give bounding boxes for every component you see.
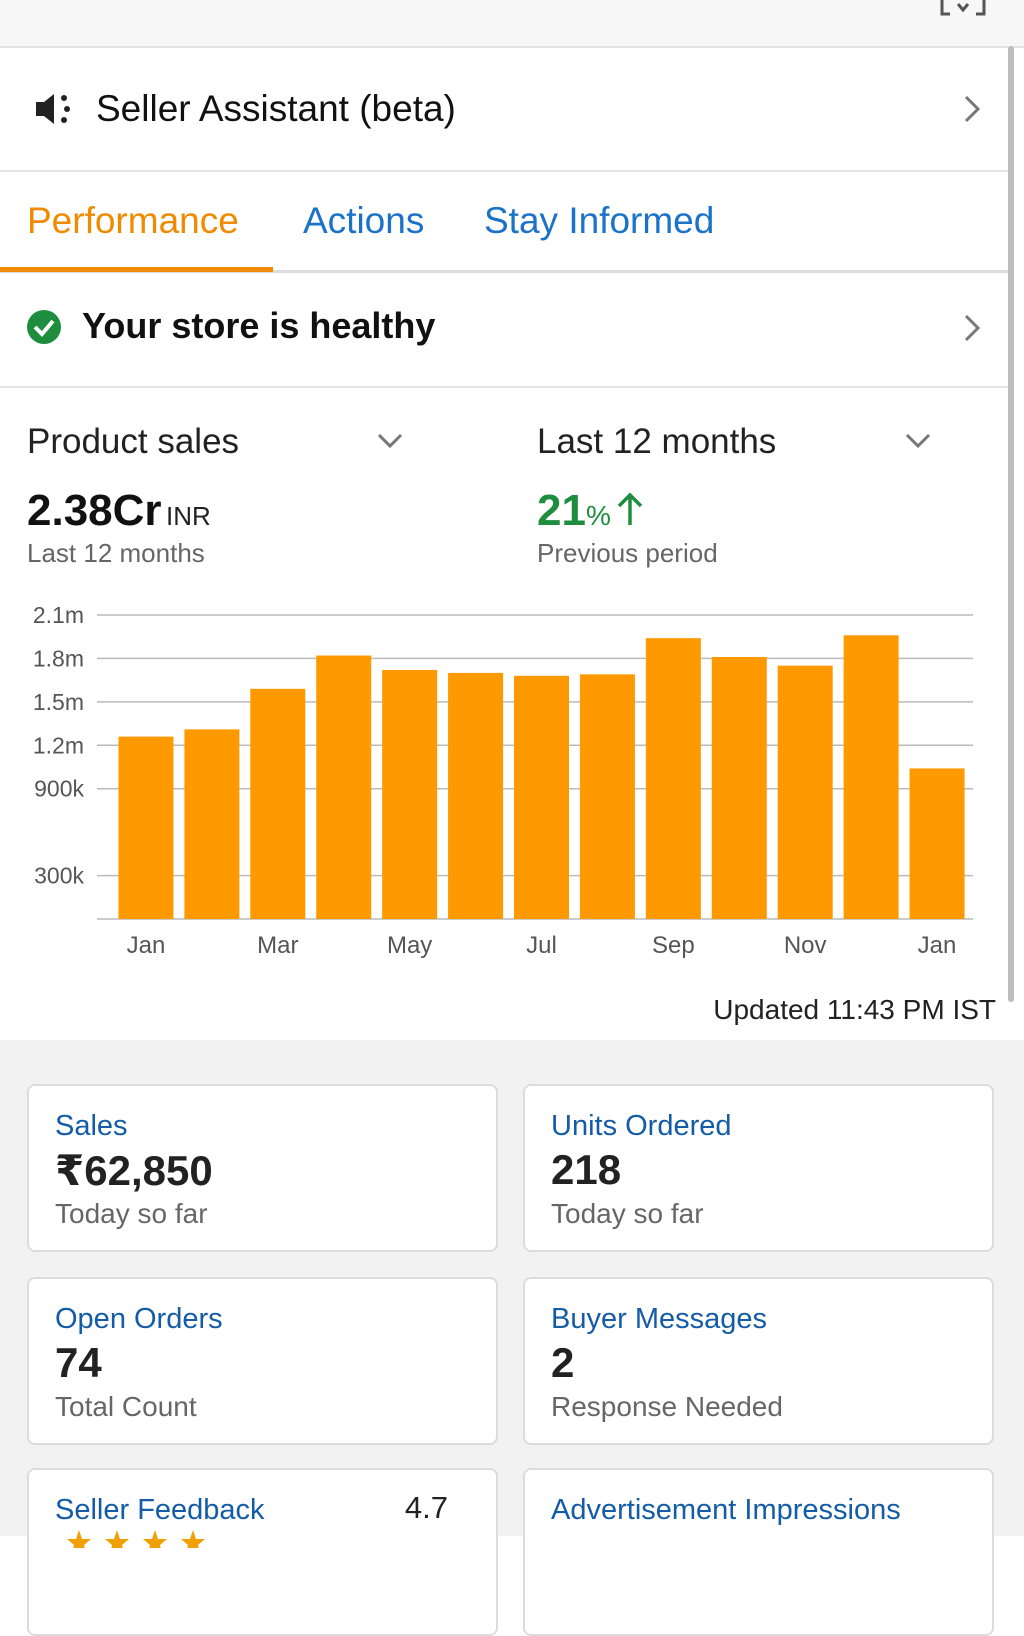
bar <box>184 729 240 919</box>
y-tick-label: 1.8m <box>33 645 84 671</box>
card-caption: Today so far <box>551 1198 704 1229</box>
tab[interactable]: Actions <box>303 200 425 241</box>
metric-card[interactable]: Seller Feedback 4.7 <box>27 1468 498 1636</box>
y-tick-label: 1.5m <box>33 689 84 715</box>
check-icon <box>27 310 61 344</box>
change-caption: Previous period <box>537 538 718 568</box>
tab-rule <box>0 270 1010 273</box>
card-title: Units Ordered <box>551 1110 732 1142</box>
change-value: 21 <box>537 486 586 535</box>
change-row: 21% <box>537 486 645 536</box>
metric-card[interactable]: Open Orders 74 Total Count <box>27 1277 498 1445</box>
metric-card[interactable]: Sales ₹62,850 Today so far <box>27 1084 498 1252</box>
card-title: Open Orders <box>55 1303 223 1335</box>
summary-unit: INR <box>166 501 211 531</box>
bar <box>250 688 306 919</box>
star <box>105 1530 129 1548</box>
active-tab-indicator <box>0 267 273 272</box>
tab[interactable]: Performance <box>27 200 239 241</box>
summary-value-row: 2.38Cr INR <box>27 486 211 536</box>
bar <box>579 674 635 919</box>
metric-card[interactable]: Advertisement Impressions <box>523 1468 994 1636</box>
star <box>181 1530 205 1548</box>
x-tick-label: Jul <box>526 932 557 959</box>
card-caption: Today so far <box>55 1198 208 1229</box>
period-selector[interactable]: Last 12 months <box>537 422 777 461</box>
metric-card[interactable]: Buyer Messages 2 Response Needed <box>523 1277 994 1445</box>
up-arrow <box>618 492 643 525</box>
bar <box>118 736 174 919</box>
divider <box>0 170 1010 172</box>
x-tick-label: May <box>387 932 432 959</box>
star <box>67 1530 91 1548</box>
bar <box>777 665 833 919</box>
card-rating: 4.7 <box>404 1490 448 1525</box>
y-tick-label: 1.2m <box>33 732 84 758</box>
top-bar <box>0 0 1024 48</box>
x-tick-label: Jan <box>127 932 166 959</box>
card-title: Advertisement Impressions <box>551 1494 901 1526</box>
speaker-icon <box>36 94 70 124</box>
star <box>143 1530 167 1548</box>
scrollbar[interactable] <box>1008 46 1014 1002</box>
bar <box>909 768 965 919</box>
chevron <box>964 314 981 342</box>
card-value: ₹62,850 <box>55 1147 213 1194</box>
divider <box>0 386 1010 388</box>
bar <box>382 670 438 919</box>
y-tick-label: 300k <box>34 863 84 889</box>
y-tick-label: 2.1m <box>33 602 84 628</box>
x-tick-label: Mar <box>257 932 298 959</box>
card-title: Buyer Messages <box>551 1303 767 1335</box>
dropdown-icon[interactable] <box>904 432 932 450</box>
x-tick-label: Jan <box>918 932 957 959</box>
expand-icon[interactable] <box>938 0 988 18</box>
status-text: Your store is healthy <box>82 305 436 346</box>
status-row[interactable]: Your store is healthy <box>0 273 1010 387</box>
card-value: 74 <box>55 1339 102 1386</box>
assistant-title: Seller Assistant (beta) <box>96 88 456 129</box>
cards-area: Sales ₹62,850 Today so far Units Ordered 218… <box>0 1040 1024 1636</box>
summary-caption: Last 12 months <box>27 538 205 568</box>
card-value: 218 <box>551 1146 622 1193</box>
bar <box>448 672 504 919</box>
summary-value: 2.38Cr <box>27 486 162 535</box>
bar <box>843 635 899 919</box>
chevron <box>964 95 981 123</box>
card-caption: Total Count <box>55 1391 197 1422</box>
bar <box>645 638 701 919</box>
x-tick-label: Nov <box>784 932 827 959</box>
metric-selector[interactable]: Product sales <box>27 422 240 461</box>
card-title: Sales <box>55 1110 128 1142</box>
rating-stars <box>67 1530 205 1548</box>
tab[interactable]: Stay Informed <box>484 200 715 241</box>
bar <box>316 655 372 919</box>
card-title: Seller Feedback <box>55 1494 265 1526</box>
dropdown-icon[interactable] <box>376 432 404 450</box>
assistant-row[interactable]: Seller Assistant (beta) <box>0 48 1010 170</box>
change-unit: % <box>585 500 611 531</box>
metric-card[interactable]: Units Ordered 218 Today so far <box>523 1084 994 1252</box>
x-tick-label: Sep <box>652 932 695 959</box>
bar <box>514 675 569 919</box>
sales-chart: 2.1m 1.8m 1.5m 1.2m 900k 300k Jan Mar May Jul Sep N… <box>33 602 973 959</box>
card-caption: Response Needed <box>551 1391 783 1422</box>
bar <box>711 656 767 919</box>
updated-time: Updated 11:43 PM IST <box>713 994 996 1025</box>
card-value: 2 <box>551 1339 575 1386</box>
y-tick-label: 900k <box>34 776 84 802</box>
